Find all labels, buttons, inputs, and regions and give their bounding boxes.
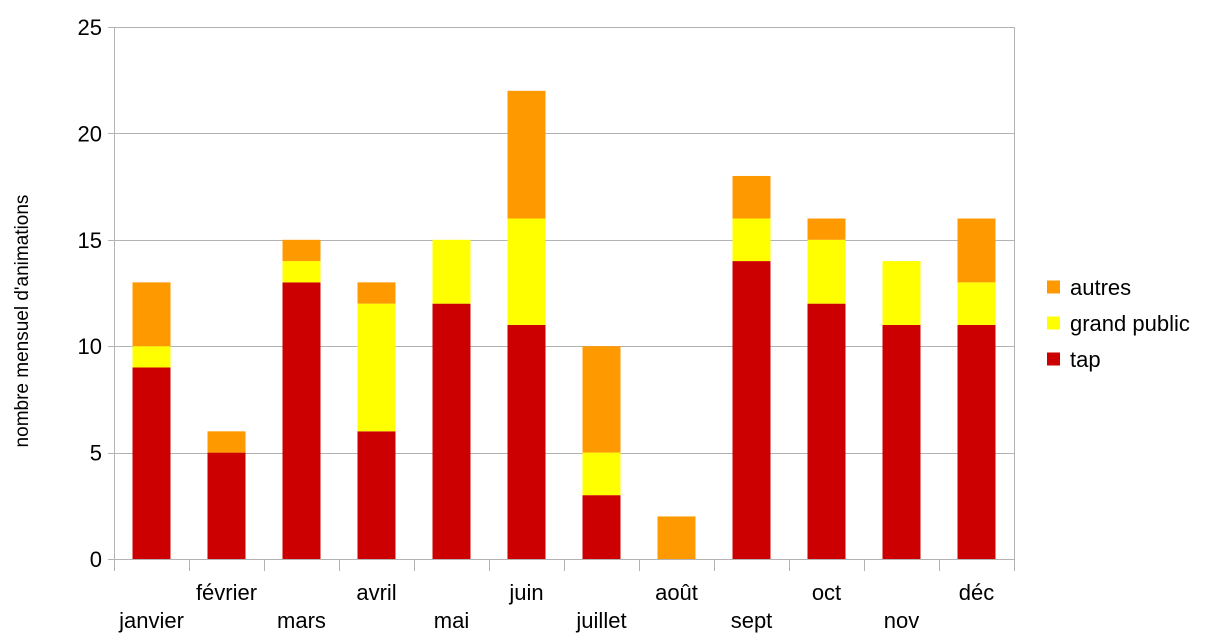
bar-autres-8 xyxy=(732,175,771,219)
legend-label-grand-public: grand public xyxy=(1070,311,1190,336)
bar-grand-public-2 xyxy=(282,261,321,283)
x-tick-label-2: mars xyxy=(277,608,326,633)
x-tick-label-7: août xyxy=(655,580,698,605)
y-tick-label-0: 0 xyxy=(90,547,102,572)
x-tick-label-5: juin xyxy=(508,580,543,605)
bar-autres-5 xyxy=(507,90,546,219)
legend-label-tap: tap xyxy=(1070,347,1101,372)
bar-autres-7 xyxy=(657,516,696,559)
x-tick-label-1: février xyxy=(196,580,257,605)
x-tick-label-11: déc xyxy=(959,580,994,605)
x-tick-label-3: avril xyxy=(356,580,396,605)
legend: autres grand public tap xyxy=(1047,275,1190,372)
legend-label-autres: autres xyxy=(1070,275,1131,300)
bar-autres-11 xyxy=(957,218,996,283)
bar-tap-6 xyxy=(582,495,621,559)
x-tick-label-0: janvier xyxy=(118,608,184,633)
bar-tap-10 xyxy=(882,324,921,559)
x-tick-label-10: nov xyxy=(884,608,919,633)
y-tick-label-25: 25 xyxy=(78,15,102,40)
plot-area-frame xyxy=(108,27,1015,571)
legend-swatch-autres xyxy=(1047,280,1060,294)
x-tick-labels: janvier février mars avril mai juin juillet aoû… xyxy=(118,580,994,633)
bar-autres-0 xyxy=(132,282,171,347)
bar-grand-public-9 xyxy=(807,239,846,304)
bar-tap-2 xyxy=(282,282,321,559)
bar-grand-public-4 xyxy=(432,239,471,304)
bar-autres-6 xyxy=(582,346,621,453)
bar-tap-11 xyxy=(957,324,996,559)
bar-grand-public-0 xyxy=(132,346,171,368)
y-tick-labels: 0 5 10 15 20 25 xyxy=(78,15,102,572)
bar-tap-0 xyxy=(132,367,171,559)
bar-tap-3 xyxy=(357,431,396,559)
y-gridlines xyxy=(114,27,1014,560)
bar-tap-8 xyxy=(732,261,771,559)
y-axis-label: nombre mensuel d'animations xyxy=(12,195,33,448)
y-tick-label-20: 20 xyxy=(78,121,102,146)
y-tick-label-15: 15 xyxy=(78,228,102,253)
bar-grand-public-8 xyxy=(732,218,771,262)
bar-tap-5 xyxy=(507,324,546,559)
bar-tap-4 xyxy=(432,303,471,559)
legend-swatch-grand-public xyxy=(1047,316,1060,330)
bar-autres-3 xyxy=(357,282,396,304)
bar-grand-public-10 xyxy=(882,261,921,325)
bar-grand-public-6 xyxy=(582,452,621,496)
x-tick-label-6: juillet xyxy=(575,608,626,633)
bar-tap-9 xyxy=(807,303,846,559)
bars xyxy=(132,90,996,559)
x-tick-label-9: oct xyxy=(812,580,841,605)
legend-swatch-tap xyxy=(1047,352,1060,366)
bar-grand-public-5 xyxy=(507,218,546,325)
x-tick-label-8: sept xyxy=(731,608,773,633)
bar-autres-9 xyxy=(807,218,846,240)
bar-grand-public-3 xyxy=(357,303,396,432)
bar-grand-public-11 xyxy=(957,282,996,325)
bar-autres-1 xyxy=(207,431,246,453)
bar-autres-2 xyxy=(282,239,321,262)
y-tick-label-5: 5 xyxy=(90,441,102,466)
x-tick-label-4: mai xyxy=(434,608,469,633)
bar-tap-1 xyxy=(207,452,246,559)
y-tick-label-10: 10 xyxy=(78,334,102,359)
